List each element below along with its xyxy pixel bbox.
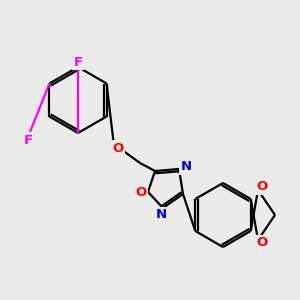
Text: O: O	[112, 142, 124, 154]
Text: O: O	[256, 181, 268, 194]
Text: F: F	[74, 56, 82, 68]
Text: O: O	[256, 236, 268, 250]
Text: N: N	[155, 208, 167, 221]
Text: O: O	[135, 185, 147, 199]
Text: N: N	[180, 160, 192, 173]
Text: F: F	[23, 134, 33, 146]
